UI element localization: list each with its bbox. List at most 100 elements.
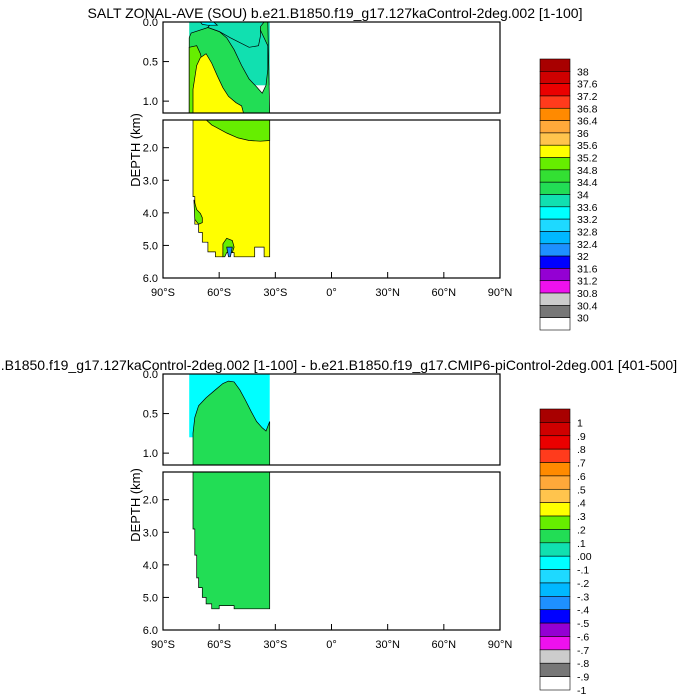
x-tick-label: 90°N — [488, 639, 513, 651]
colorbar-swatch — [539, 194, 571, 208]
colorbar-swatch — [539, 71, 571, 84]
field-layer — [189, 374, 271, 610]
panel-salinity-difference: 1.B1850.f19_g17.127kaControl-2deg.002 [1… — [0, 357, 677, 697]
colorbar-label: 30 — [577, 313, 589, 325]
colorbar-swatch — [539, 636, 571, 651]
panel-title: 1.B1850.f19_g17.127kaControl-2deg.002 [1… — [0, 357, 677, 373]
contour-field — [207, 22, 265, 48]
y-tick-label: 4.0 — [143, 560, 158, 572]
colorbar-swatch — [539, 292, 571, 306]
colorbar-swatch — [539, 475, 571, 490]
colorbar-swatch — [539, 609, 571, 624]
colorbar-label: 36.4 — [577, 116, 598, 128]
colorbar-label: -.3 — [577, 591, 589, 603]
colorbar-swatch — [539, 231, 571, 245]
colorbar-swatch — [539, 58, 571, 72]
colorbar-label: 36 — [577, 128, 589, 140]
colorbar-label: 34 — [577, 190, 589, 202]
colorbar-label: .2 — [577, 524, 586, 536]
colorbar-label: .5 — [577, 484, 586, 496]
y-tick-label: 6.0 — [143, 273, 158, 285]
y-tick-label: 5.0 — [143, 592, 158, 604]
y-axis-label: DEPTH (km) — [128, 468, 143, 542]
y-tick-label: 1.0 — [143, 96, 158, 108]
y-tick-label: 3.0 — [143, 527, 158, 539]
y-tick-label: 0.0 — [143, 17, 158, 29]
y-tick-label: 0.5 — [143, 409, 158, 421]
colorbar-swatch — [539, 622, 571, 637]
colorbar-swatch — [539, 206, 571, 220]
colorbar-swatch — [539, 676, 571, 691]
colorbar-label: .8 — [577, 444, 586, 456]
x-tick-label: 90°N — [488, 287, 513, 299]
contour-field — [192, 53, 244, 114]
contour-field — [192, 464, 271, 610]
colorbar-swatch — [539, 502, 571, 517]
x-tick-label: 60°N — [432, 639, 457, 651]
colorbar-swatch — [539, 408, 571, 423]
colorbar-label: 35.6 — [577, 140, 598, 152]
colorbar-label: .00 — [577, 551, 592, 563]
x-tick-label: 0° — [326, 639, 337, 651]
colorbar-swatch — [539, 95, 571, 109]
colorbar-label: -.2 — [577, 578, 589, 590]
colorbar-swatch — [539, 596, 571, 611]
colorbar-swatch — [539, 515, 571, 530]
colorbar-label: -.8 — [577, 658, 589, 670]
colorbar-swatch — [539, 268, 571, 282]
colorbar-label: .4 — [577, 498, 586, 510]
colorbar-swatch — [539, 555, 571, 570]
colorbar-swatch — [539, 529, 571, 544]
x-tick-label: 30°S — [263, 639, 287, 651]
colorbar-label: -.5 — [577, 618, 589, 630]
colorbar-label: 38 — [577, 66, 589, 78]
y-tick-label: 0.5 — [143, 57, 158, 69]
colorbar-label: -.6 — [577, 631, 589, 643]
colorbar-label: 33.2 — [577, 214, 598, 226]
colorbar-swatch — [539, 144, 571, 158]
colorbar-swatch — [539, 542, 571, 557]
colorbar-label: -.9 — [577, 672, 589, 684]
colorbar-label: .3 — [577, 511, 586, 523]
colorbar-swatch — [539, 255, 571, 269]
contour-field — [192, 112, 271, 258]
colorbar-label: 36.8 — [577, 103, 598, 115]
colorbar-swatch — [539, 649, 571, 664]
colorbar-swatch — [539, 243, 571, 257]
y-tick-label: 0.0 — [143, 369, 158, 381]
colorbar-label: 34.8 — [577, 165, 598, 177]
upper-plot-frame — [162, 373, 501, 466]
contour-field — [226, 246, 233, 258]
panel-salinity-zonal-average: SALT ZONAL-AVE (SOU) b.e21.B1850.f19_g17… — [88, 5, 598, 331]
upper-plot-frame — [162, 21, 501, 114]
y-tick-label: 5.0 — [143, 240, 158, 252]
x-tick-label: 30°N — [375, 287, 400, 299]
colorbar-swatch — [539, 181, 571, 195]
colorbar-label: -.4 — [577, 605, 589, 617]
x-tick-label: 60°N — [432, 287, 457, 299]
colorbar-swatch — [539, 582, 571, 597]
y-tick-label: 1.0 — [143, 448, 158, 460]
colorbar-swatch — [539, 218, 571, 232]
colorbar-swatch — [539, 169, 571, 183]
colorbar-label: 31.6 — [577, 263, 598, 275]
colorbar-swatch — [539, 120, 571, 134]
x-tick-label: 90°S — [151, 639, 175, 651]
y-tick-label: 2.0 — [143, 143, 158, 155]
x-tick-label: 30°N — [375, 639, 400, 651]
colorbar-swatch — [539, 662, 571, 677]
colorbar-label: 34.4 — [577, 177, 598, 189]
colorbar-swatch — [539, 157, 571, 171]
colorbar-label: 30.4 — [577, 300, 598, 312]
colorbar-label: .6 — [577, 471, 586, 483]
contour-field — [199, 22, 219, 26]
contour-field — [192, 380, 271, 466]
y-tick-label: 3.0 — [143, 175, 158, 187]
colorbar-swatch — [539, 488, 571, 503]
field-layer — [188, 22, 271, 258]
colorbar-swatch — [539, 435, 571, 450]
panel-title: SALT ZONAL-AVE (SOU) b.e21.B1850.f19_g17… — [88, 5, 583, 21]
x-tick-label: 0° — [326, 287, 337, 299]
colorbar-swatch — [539, 448, 571, 463]
colorbar-swatch — [539, 132, 571, 146]
